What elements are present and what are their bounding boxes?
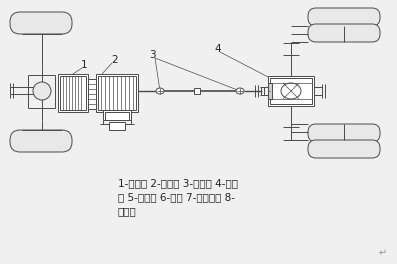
Text: 1: 1 (81, 60, 87, 70)
FancyBboxPatch shape (308, 24, 380, 42)
Text: 3: 3 (149, 50, 155, 60)
Bar (98, 76, 136, 110)
Text: 传动轴: 传动轴 (118, 206, 137, 216)
Bar (96, 74, 138, 112)
Bar (194, 88, 200, 94)
FancyBboxPatch shape (308, 124, 380, 142)
Bar (268, 76, 314, 106)
FancyBboxPatch shape (10, 130, 72, 152)
Text: ↵: ↵ (379, 248, 387, 258)
FancyBboxPatch shape (10, 12, 72, 34)
Bar (268, 83, 272, 99)
Bar (58, 74, 88, 112)
Bar (60, 76, 86, 110)
FancyBboxPatch shape (308, 8, 380, 26)
Ellipse shape (236, 88, 244, 94)
Bar (105, 112, 129, 120)
Text: 桥 5-差速器 6-半轴 7-主减速器 8-: 桥 5-差速器 6-半轴 7-主减速器 8- (118, 192, 235, 202)
Bar (88, 79, 96, 109)
Text: 2: 2 (112, 55, 118, 65)
Ellipse shape (33, 82, 51, 100)
Bar (109, 122, 125, 130)
Ellipse shape (156, 88, 164, 94)
FancyBboxPatch shape (308, 140, 380, 158)
Ellipse shape (281, 83, 301, 99)
Text: 1-离合器 2-变速器 3-万向节 4-驱动: 1-离合器 2-变速器 3-万向节 4-驱动 (118, 178, 238, 188)
Bar (103, 110, 131, 120)
Text: 4: 4 (215, 44, 221, 54)
Bar (270, 78, 312, 104)
